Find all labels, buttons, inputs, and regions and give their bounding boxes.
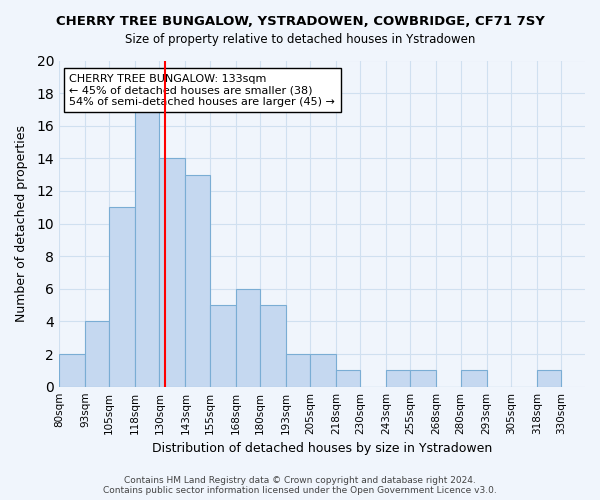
- Bar: [286, 354, 310, 386]
- Bar: [85, 322, 109, 386]
- Text: CHERRY TREE BUNGALOW, YSTRADOWEN, COWBRIDGE, CF71 7SY: CHERRY TREE BUNGALOW, YSTRADOWEN, COWBRI…: [56, 15, 544, 28]
- Bar: [336, 370, 360, 386]
- Bar: [236, 289, 260, 386]
- Bar: [185, 174, 209, 386]
- Text: CHERRY TREE BUNGALOW: 133sqm
← 45% of detached houses are smaller (38)
54% of se: CHERRY TREE BUNGALOW: 133sqm ← 45% of de…: [70, 74, 335, 106]
- Bar: [135, 110, 160, 386]
- Bar: [537, 370, 561, 386]
- Y-axis label: Number of detached properties: Number of detached properties: [15, 125, 28, 322]
- Bar: [260, 305, 286, 386]
- X-axis label: Distribution of detached houses by size in Ystradowen: Distribution of detached houses by size …: [152, 442, 492, 455]
- Bar: [410, 370, 436, 386]
- Bar: [109, 208, 135, 386]
- Text: Size of property relative to detached houses in Ystradowen: Size of property relative to detached ho…: [125, 32, 475, 46]
- Bar: [461, 370, 487, 386]
- Bar: [310, 354, 336, 386]
- Bar: [160, 158, 185, 386]
- Bar: [59, 354, 85, 386]
- Text: Contains HM Land Registry data © Crown copyright and database right 2024.
Contai: Contains HM Land Registry data © Crown c…: [103, 476, 497, 495]
- Bar: [386, 370, 410, 386]
- Bar: [209, 305, 236, 386]
